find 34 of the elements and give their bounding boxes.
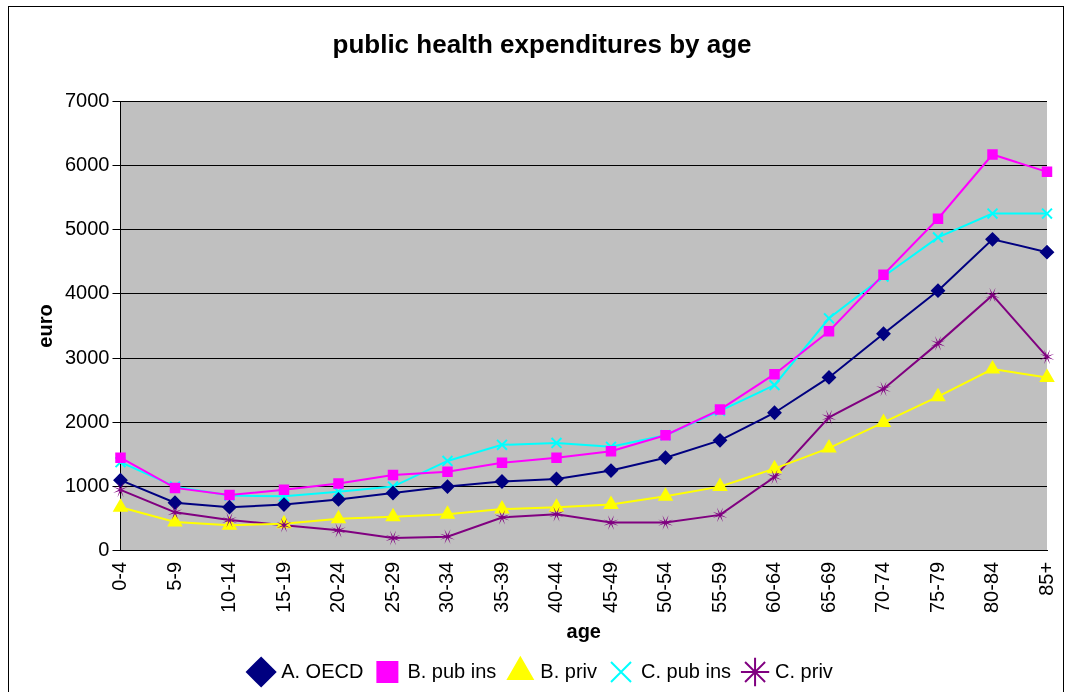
legend-label: B. pub ins bbox=[407, 659, 497, 682]
x-tick-label: 15-19 bbox=[271, 561, 294, 613]
x-tick-label: 20-24 bbox=[326, 561, 349, 613]
x-axis-title: age bbox=[566, 619, 601, 642]
x-tick-label: 45-49 bbox=[598, 561, 621, 613]
x-tick-label: 85+ bbox=[1034, 561, 1057, 596]
x-tick-label: 35-39 bbox=[489, 561, 512, 613]
legend-label: B. priv bbox=[540, 659, 598, 682]
y-tick-label: 2000 bbox=[64, 409, 110, 432]
x-tick-label: 30-34 bbox=[435, 561, 458, 613]
x-tick-label: 70-74 bbox=[871, 561, 894, 613]
x-tick-label: 5-9 bbox=[162, 561, 185, 591]
x-tick-label: 75-79 bbox=[925, 561, 948, 613]
x-tick-label: 60-64 bbox=[762, 561, 785, 613]
y-tick-label: 0 bbox=[98, 538, 110, 561]
y-axis-title: euro bbox=[33, 304, 56, 348]
x-tick-label: 55-59 bbox=[707, 561, 730, 613]
y-tick-label: 4000 bbox=[64, 281, 110, 304]
x-tick-label: 10-14 bbox=[217, 561, 240, 613]
y-tick-label: 1000 bbox=[64, 474, 110, 497]
x-tick-label: 65-69 bbox=[816, 561, 839, 613]
legend-label: C. pub ins bbox=[641, 659, 732, 682]
x-tick-label: 25-29 bbox=[380, 561, 403, 613]
y-tick-label: 3000 bbox=[64, 345, 110, 368]
legend-label: A. OECD bbox=[281, 659, 364, 682]
chart-title: public health expenditures by age bbox=[332, 28, 752, 59]
x-tick-label: 40-44 bbox=[544, 561, 567, 613]
y-tick-label: 5000 bbox=[64, 217, 110, 240]
x-tick-label: 50-54 bbox=[653, 561, 676, 613]
y-tick-label: 7000 bbox=[64, 88, 110, 111]
x-tick-label: 0-4 bbox=[108, 561, 131, 591]
legend-label: C. priv bbox=[775, 659, 833, 682]
y-tick-label: 6000 bbox=[64, 152, 110, 175]
x-tick-label: 80-84 bbox=[980, 561, 1003, 613]
